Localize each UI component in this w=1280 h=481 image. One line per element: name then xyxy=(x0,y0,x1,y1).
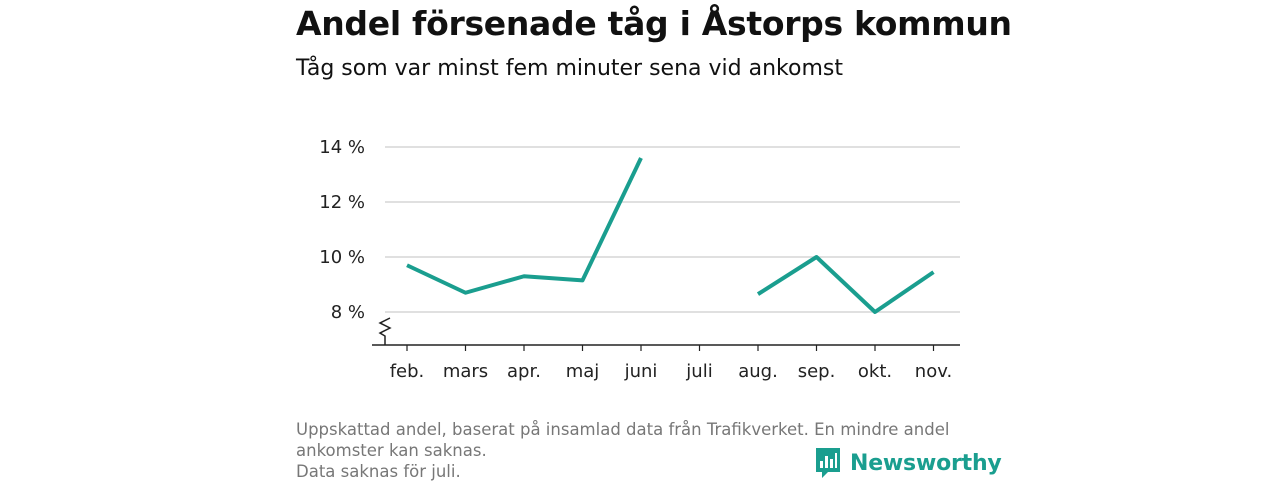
x-tick-label: okt. xyxy=(858,361,892,382)
brand-logo: Newsworthy xyxy=(814,446,1002,480)
chart-title: Andel försenade tåg i Åstorps kommun xyxy=(296,4,1012,43)
data-series xyxy=(406,157,935,314)
axis-break-icon xyxy=(378,317,392,345)
x-tick-label: mars xyxy=(443,361,488,382)
bar-chart-logo-icon xyxy=(816,448,840,478)
footnote-line-1: Uppskattad andel, baserat på insamlad da… xyxy=(296,420,950,439)
x-tick-label: sep. xyxy=(798,361,836,382)
y-tick-label: 12 % xyxy=(319,192,365,213)
grid-lines xyxy=(385,146,960,313)
chart-subtitle: Tåg som var minst fem minuter sena vid a… xyxy=(296,56,843,81)
x-tick-label: maj xyxy=(566,361,600,382)
brand-name: Newsworthy xyxy=(850,450,1002,476)
y-tick-label: 8 % xyxy=(331,302,365,323)
x-axis xyxy=(372,317,960,346)
x-tick-label: juni xyxy=(624,361,658,382)
x-tick-label: apr. xyxy=(507,361,541,382)
x-tick-label: feb. xyxy=(390,361,425,382)
y-tick-label: 14 % xyxy=(319,137,365,158)
x-tick-label: nov. xyxy=(915,361,952,382)
x-tick-label: aug. xyxy=(738,361,778,382)
x-axis-ticks: feb. mars apr. maj juni juli aug. sep. okt. nov. xyxy=(390,345,952,382)
series-line-segment xyxy=(406,157,643,295)
footnote-line-2: ankomster kan saknas. xyxy=(296,441,487,460)
y-axis-ticks: 8 % 10 % 12 % 14 % xyxy=(319,137,365,323)
series-line-segment xyxy=(756,255,935,314)
x-tick-label: juli xyxy=(685,361,712,382)
y-tick-label: 10 % xyxy=(319,247,365,268)
footnote-line-3: Data saknas för juli. xyxy=(296,462,461,481)
